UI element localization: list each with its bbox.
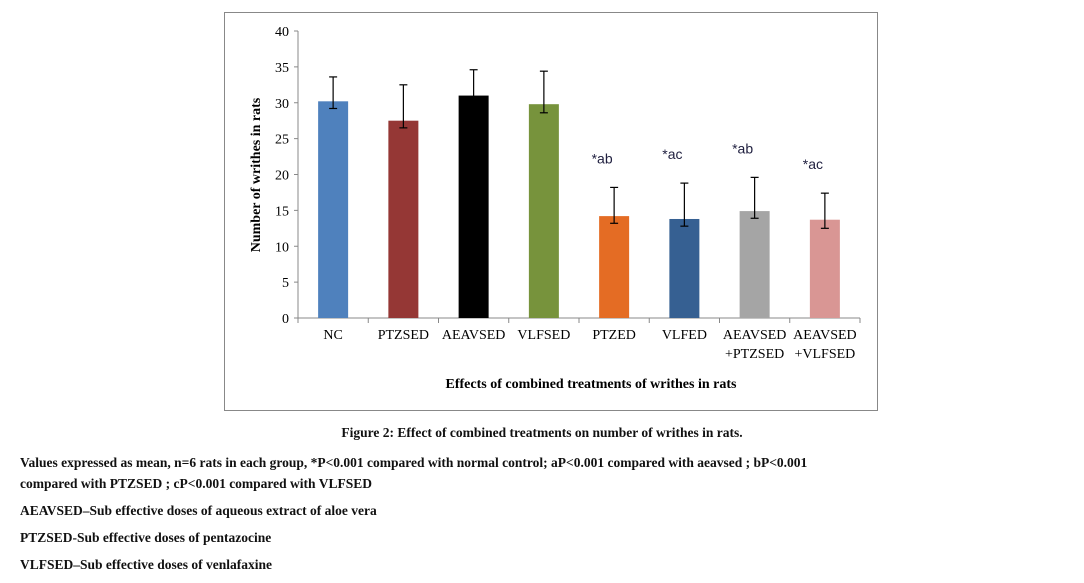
bar-chart: 0 5 10 15 20 25 30 35 40 NC PTZSED AEAVSED VLFSED *ab…	[249, 25, 861, 392]
bar	[599, 216, 630, 318]
y-tick-label: 25	[275, 133, 289, 148]
x-tick-label: AEAVSED	[442, 328, 506, 343]
x-tick-label: VLFSED	[517, 328, 570, 343]
caption-note: AEAVSED–Sub effective doses of aqueous e…	[20, 503, 377, 518]
caption-note: compared with PTZSED ; cP<0.001 compared…	[20, 476, 372, 491]
bar	[388, 120, 419, 318]
caption-note: Values expressed as mean, n=6 rats in ea…	[20, 455, 808, 470]
y-tick-label: 0	[282, 312, 289, 327]
bar	[669, 218, 700, 318]
y-tick-label: 10	[275, 240, 289, 255]
x-tick-label: PTZSED	[378, 328, 429, 343]
caption-note: VLFSED–Sub effective doses of venlafaxin…	[20, 557, 272, 572]
significance-label: *ac	[803, 156, 823, 172]
x-tick-label: NC	[323, 328, 342, 343]
y-tick-label: 20	[275, 169, 289, 184]
x-tick-label: PTZED	[592, 328, 636, 343]
bar	[739, 211, 770, 318]
x-tick-label: AEAVSED	[793, 328, 857, 343]
y-tick-label: 5	[282, 276, 289, 291]
significance-label: *ab	[592, 150, 613, 166]
figure-caption: Figure 2: Effect of combined treatments …	[341, 425, 743, 440]
x-axis-title: Effects of combined treatments of writhe…	[446, 377, 738, 392]
x-tick-label: VLFED	[662, 328, 707, 343]
bar	[809, 219, 840, 318]
y-tick-label: 40	[275, 25, 289, 40]
x-tick-label: AEAVSED	[723, 328, 787, 343]
significance-label: *ac	[662, 146, 682, 162]
y-tick-label: 30	[275, 97, 289, 112]
bar	[528, 104, 559, 318]
y-axis-title: Number of writhes in rats	[249, 97, 264, 252]
y-tick-label: 15	[275, 204, 289, 219]
bar	[318, 101, 349, 318]
x-tick-label: +VLFSED	[794, 347, 855, 362]
caption-note: PTZSED-Sub effective doses of pentazocin…	[20, 530, 272, 545]
y-tick-label: 35	[275, 61, 289, 76]
x-tick-label: +PTZSED	[725, 347, 784, 362]
chart-frame	[224, 12, 878, 411]
bar	[458, 95, 489, 318]
significance-label: *ab	[732, 140, 753, 156]
